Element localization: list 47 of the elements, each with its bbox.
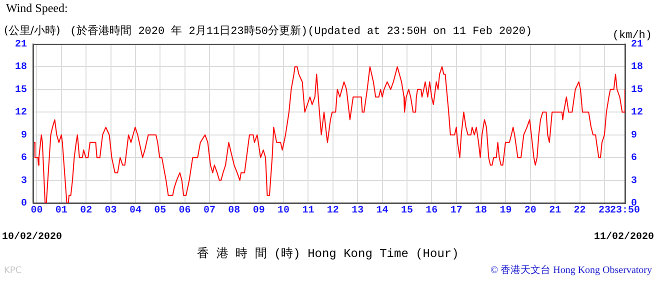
y-axis-title: (公里/小時): [4, 23, 60, 38]
x-axis-title: 香 港 時 間 (時) Hong Kong Time (Hour): [196, 246, 460, 262]
x-tick-label: 05: [154, 206, 166, 217]
chart-title: Wind Speed:: [6, 1, 68, 16]
text: 11/02/2020: [594, 232, 654, 243]
y2-tick-label: 9: [631, 130, 638, 142]
x-tick-label: 03: [104, 206, 117, 217]
x-tick-label: 19: [500, 206, 512, 217]
x-tick-label: 09: [252, 206, 265, 217]
y2-tick-label: 18: [631, 62, 644, 74]
y2-tick-label: 21: [631, 40, 644, 51]
x-tick-label: 12: [326, 206, 339, 217]
x-tick-label: 22: [574, 206, 586, 217]
x-tick-label: 15: [400, 206, 413, 217]
y-tick-label: 12: [14, 108, 27, 119]
x-tick-label: 16: [426, 206, 438, 217]
y2-tick-label: 3: [631, 176, 638, 187]
y2-tick-label: 15: [631, 84, 644, 96]
y-tick-label: 15: [14, 84, 27, 96]
x-tick-label: 13: [352, 206, 364, 217]
chart-subtitle: (於香港時間 2020 年 2月11日23時50分更新)(Updated at 23:50H on 11 Feb 2020): [70, 24, 532, 38]
x-tick-label: 20: [524, 206, 536, 217]
y-tick-label: 3: [20, 176, 27, 187]
x-tick-label: 07: [203, 206, 216, 217]
x-tick-label: 01: [55, 206, 68, 217]
x-tick-label: 11: [302, 206, 314, 217]
x-tick-label: 08: [228, 206, 240, 217]
x-tick-label: 00: [30, 206, 43, 217]
y2-axis-title: (km/h): [612, 30, 652, 42]
x-tick-label: 02: [80, 206, 92, 217]
x-tick-label: 10: [278, 206, 290, 217]
y-tick-label: 21: [14, 40, 27, 51]
y-tick-label: 0: [20, 198, 27, 210]
y-tick-label: 18: [14, 62, 27, 74]
y-tick-label: 6: [20, 153, 27, 164]
y2-tick-label: 6: [631, 153, 638, 164]
text: © 香港天文台 Hong Kong Observatory: [490, 264, 652, 277]
x-tick-label: 18: [475, 206, 488, 217]
x-tick-label: 21: [549, 206, 562, 217]
x-tick-label: 06: [178, 206, 191, 217]
y-tick-label: 9: [20, 130, 27, 142]
x-tick-label: 04: [129, 206, 142, 217]
x-tick-label: 17: [450, 206, 462, 217]
y2-tick-label: 12: [631, 108, 644, 119]
x-tick-label: 14: [376, 206, 388, 217]
text: 10/02/2020: [2, 232, 62, 243]
x-tick-label: 23: [598, 206, 610, 217]
